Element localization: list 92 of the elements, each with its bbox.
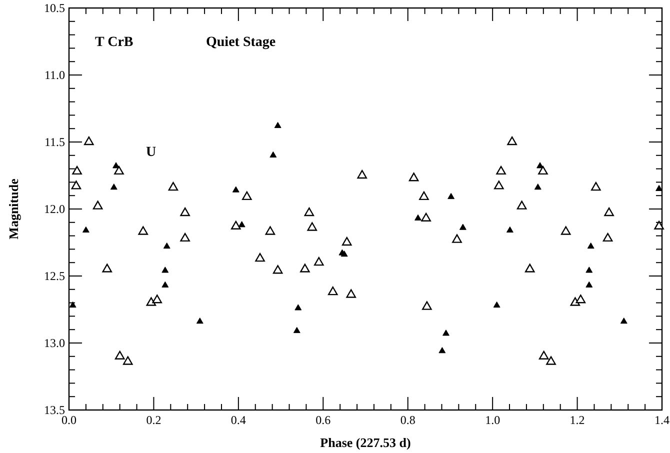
point xyxy=(294,304,302,310)
point xyxy=(421,212,431,222)
point xyxy=(196,318,204,324)
y-tick-label: 11.5 xyxy=(44,135,65,149)
point xyxy=(272,265,283,274)
point xyxy=(494,180,504,190)
point xyxy=(620,318,628,324)
point xyxy=(265,226,276,235)
point xyxy=(162,281,169,288)
y-tick-label: 12.0 xyxy=(44,202,65,216)
x-tick-label: 0.6 xyxy=(316,413,331,427)
point xyxy=(71,180,82,190)
point xyxy=(448,192,455,200)
point xyxy=(414,214,422,220)
point xyxy=(419,191,429,200)
point xyxy=(152,294,162,304)
point xyxy=(230,220,241,230)
point xyxy=(459,224,466,230)
point xyxy=(560,226,571,235)
point xyxy=(602,232,613,242)
text: T CrB xyxy=(95,35,134,50)
point xyxy=(516,200,527,210)
point xyxy=(293,326,300,334)
point xyxy=(546,356,556,365)
point xyxy=(654,220,664,230)
point xyxy=(84,136,94,146)
point xyxy=(110,184,118,190)
point xyxy=(307,222,318,231)
y-axis-title: Magnitude xyxy=(6,178,21,240)
x-tick-label: 1.0 xyxy=(485,413,500,427)
annotation: U xyxy=(146,145,156,160)
point xyxy=(438,347,446,354)
point xyxy=(168,182,178,191)
point xyxy=(442,330,450,336)
point xyxy=(270,151,277,158)
point xyxy=(180,207,190,216)
point xyxy=(534,184,542,190)
point xyxy=(112,162,120,168)
x-axis-title: Phase (227.53 d) xyxy=(320,435,411,450)
point xyxy=(586,281,593,288)
point xyxy=(346,289,356,298)
point xyxy=(72,166,82,175)
y-tick-label: 10.5 xyxy=(44,1,65,15)
point xyxy=(493,302,500,308)
x-tick-label: 0.4 xyxy=(230,413,246,427)
point xyxy=(114,166,124,175)
point xyxy=(146,297,156,306)
point xyxy=(506,226,514,233)
point xyxy=(538,166,548,175)
point xyxy=(591,182,601,191)
point xyxy=(452,234,462,243)
x-tick-label: 1.2 xyxy=(570,413,585,427)
point xyxy=(180,232,190,242)
point xyxy=(587,242,594,249)
x-tick-label: 0.2 xyxy=(146,413,162,427)
x-tick-label: 1.4 xyxy=(654,413,670,427)
point xyxy=(102,264,112,272)
point xyxy=(138,226,148,235)
y-tick-label: 12.5 xyxy=(44,269,65,283)
point xyxy=(314,257,324,266)
point xyxy=(570,297,580,306)
point xyxy=(300,264,310,272)
text: Quiet Stage xyxy=(206,35,276,50)
point xyxy=(274,122,282,128)
point xyxy=(538,350,549,360)
y-tick-label: 13.0 xyxy=(44,336,65,350)
point xyxy=(82,226,90,233)
point xyxy=(255,253,265,262)
point xyxy=(422,301,432,310)
point xyxy=(576,294,586,304)
point xyxy=(536,162,544,168)
point xyxy=(232,186,240,192)
point xyxy=(162,266,169,273)
point xyxy=(238,221,246,228)
point xyxy=(242,191,252,200)
point xyxy=(114,350,125,360)
point xyxy=(163,242,170,249)
point xyxy=(507,136,517,146)
point xyxy=(304,207,314,216)
point xyxy=(604,207,614,216)
point xyxy=(496,166,506,175)
point xyxy=(524,264,535,272)
point xyxy=(586,266,593,273)
point xyxy=(69,302,76,308)
point xyxy=(342,236,352,246)
point xyxy=(122,356,133,365)
point xyxy=(357,170,368,179)
x-tick-label: 0.8 xyxy=(400,413,416,427)
point xyxy=(328,286,338,296)
y-tick-label: 11.0 xyxy=(44,68,65,82)
point xyxy=(408,172,419,182)
point xyxy=(92,200,103,210)
